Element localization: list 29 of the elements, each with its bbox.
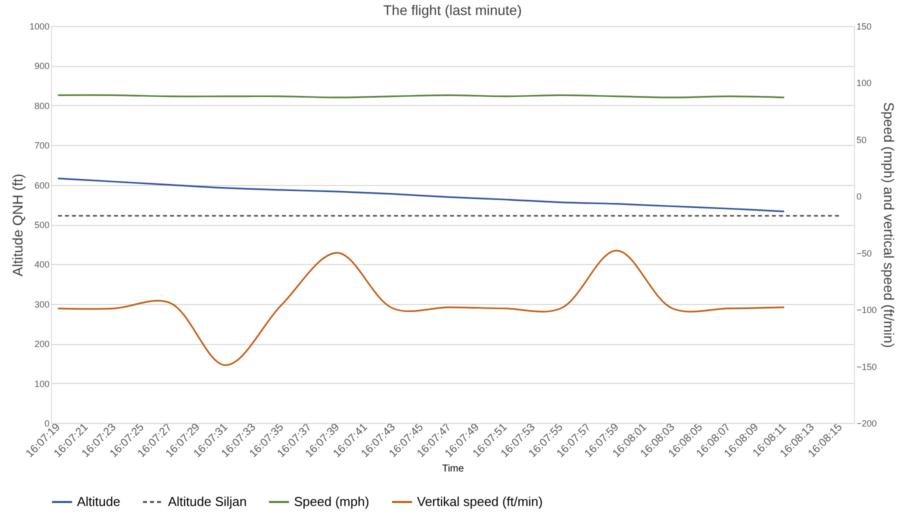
y-tick-label: 900	[34, 61, 50, 72]
line-series	[57, 178, 785, 212]
x-axis-title: Time	[442, 463, 464, 474]
legend-label: Speed (mph)	[294, 494, 370, 509]
y-tick-label: 800	[34, 100, 50, 111]
y2-axis-title: Speed (mph) and vertical speed (ft/min)	[880, 102, 897, 348]
y-tick-label: 200	[34, 339, 50, 350]
y2-tick-label: −150	[856, 362, 877, 372]
line-series	[57, 250, 785, 366]
y2-tick-label: −100	[856, 305, 877, 316]
y-tick-label: 600	[34, 180, 50, 190]
y-tick-label: 0	[44, 418, 50, 428]
y-tick-label: 300	[34, 299, 50, 310]
y-tick-label: 100	[34, 378, 50, 389]
y-tick-label: 1000	[29, 22, 50, 32]
y2-tick-label: −50	[856, 248, 872, 258]
y2-tick-label: 50	[856, 134, 867, 145]
chart-title: The flight (last minute)	[383, 2, 522, 18]
y-axis-title: Altitude QNH (ft)	[9, 174, 26, 276]
y2-tick-label: 100	[856, 78, 872, 88]
legend-label: Altitude Siljan	[168, 494, 247, 509]
legend-label: Vertikal speed (ft/min)	[417, 494, 543, 509]
y-tick-label: 700	[34, 140, 50, 151]
y2-tick-label: 150	[856, 22, 872, 32]
y2-tick-label: 0	[856, 192, 862, 202]
y-tick-label: 500	[34, 220, 50, 230]
legend-label: Altitude	[77, 494, 120, 509]
y2-tick-label: −200	[856, 418, 877, 428]
y-tick-label: 400	[34, 260, 50, 270]
